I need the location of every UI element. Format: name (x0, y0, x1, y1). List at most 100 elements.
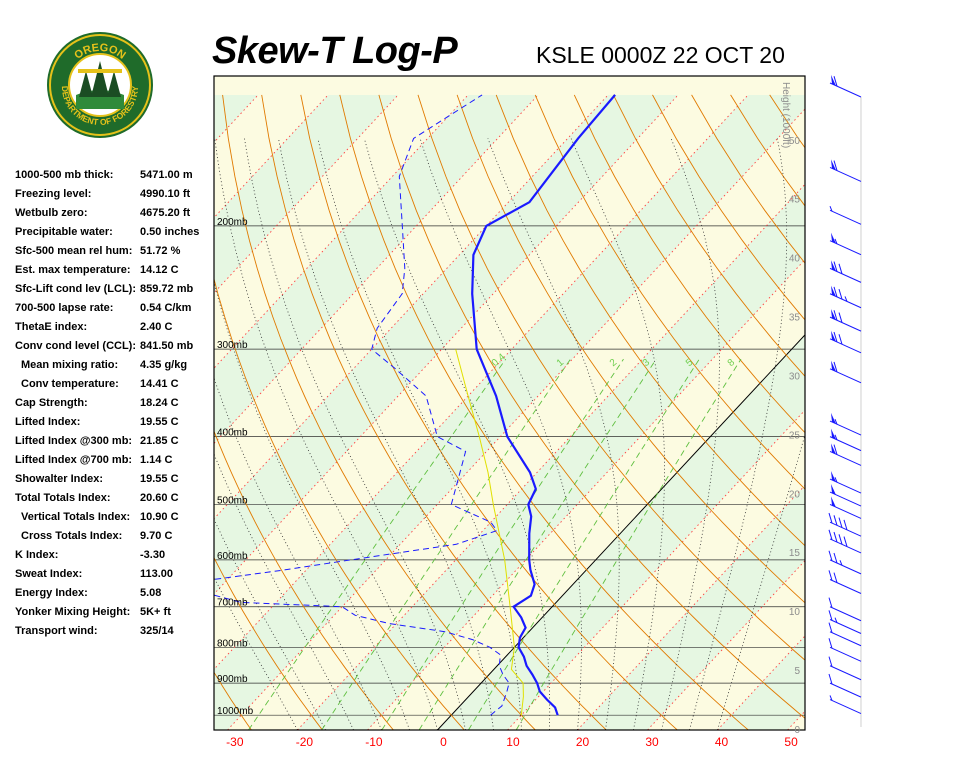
pressure-label: 400mb (217, 428, 248, 439)
index-label: K Index: (15, 549, 59, 561)
index-value: 4.35 g/kg (140, 359, 188, 371)
index-row: Lifted Index @300 mb: 21.85 C (15, 435, 215, 454)
wind-barb (828, 570, 862, 594)
index-label: Lifted Index: (15, 416, 81, 428)
logo-text-top: OREGON (72, 42, 127, 62)
index-value: 18.24 C (140, 397, 179, 409)
index-value: 21.85 C (140, 435, 179, 447)
index-value: 5K+ ft (140, 606, 171, 618)
index-value: 1.14 C (140, 454, 173, 466)
dry-adiabat (222, 94, 536, 730)
index-row: Lifted Index @700 mb: 1.14 C (15, 454, 215, 473)
mixing-ratio-label: 2 (608, 357, 620, 369)
mixing-ratio-label: 3 (641, 357, 653, 369)
index-label: Lifted Index @700 mb: (15, 454, 133, 466)
wind-barb (829, 232, 862, 256)
pressure-label: 500mb (217, 495, 248, 506)
x-tick-label: -30 (226, 735, 244, 749)
height-tick-label: 40 (789, 254, 801, 265)
index-row: Conv temperature: 14.41 C (15, 378, 215, 397)
index-label: Cap Strength: (15, 397, 88, 409)
wind-barb (829, 159, 862, 182)
height-tick-label: 35 (789, 313, 801, 324)
moist-adiabat (214, 453, 354, 730)
dry-adiabat (24, 95, 181, 730)
x-tick-label: -10 (365, 735, 383, 749)
isotherm-line (787, 710, 805, 730)
index-value: 19.55 C (140, 416, 179, 428)
wind-barb (829, 206, 862, 225)
index-row: Energy Index: 5.08 (15, 587, 215, 606)
index-label: 1000-500 mb thick: (15, 169, 114, 181)
pressure-label: 700mb (217, 598, 248, 609)
index-value: 841.50 mb (140, 340, 194, 352)
index-label: Transport wind: (15, 625, 98, 637)
isotherm-line (367, 258, 805, 730)
wind-barb (828, 550, 862, 575)
index-label: Freezing level: (15, 188, 92, 200)
index-row: Freezing level: 4990.10 ft (15, 188, 215, 207)
index-value: 859.72 mb (140, 283, 194, 295)
index-value: 14.41 C (140, 378, 179, 390)
index-value: 5471.00 m (140, 169, 193, 181)
oregon-forestry-logo: OREGON DEPARTMENT OF FORESTRY (47, 32, 153, 138)
index-row: Vertical Totals Index: 10.90 C (15, 511, 215, 530)
height-tick-label: 10 (789, 607, 801, 618)
mixing-ratio-label: 5 (684, 357, 696, 369)
index-label: Energy Index: (15, 587, 88, 599)
index-label: Wetbulb zero: (15, 207, 88, 219)
index-row: 700-500 lapse rate: 0.54 C/km (15, 302, 215, 321)
mixing-ratio-label: 1 (555, 357, 567, 369)
dry-adiabat (612, 94, 805, 377)
index-label: Vertical Totals Index: (21, 511, 131, 523)
pressure-label: 1000mb (217, 706, 254, 717)
x-tick-label: -20 (296, 735, 314, 749)
index-label: Sweat Index: (15, 568, 83, 580)
index-row: Wetbulb zero: 4675.20 ft (15, 207, 215, 226)
index-value: -3.30 (140, 549, 166, 561)
wind-barb (829, 260, 862, 283)
pressure-label: 300mb (217, 340, 248, 351)
wind-barb (828, 622, 862, 647)
index-label: 700-500 lapse rate: (15, 302, 114, 314)
index-label: Lifted Index @300 mb: (15, 435, 133, 447)
index-row: Total Totals Index: 20.60 C (15, 492, 215, 511)
wind-barb (828, 673, 862, 698)
mixing-ratio-line (321, 358, 571, 730)
index-row: Showalter Index: 19.55 C (15, 473, 215, 492)
index-value: 14.12 C (140, 264, 179, 276)
wind-barb (829, 428, 862, 452)
dry-adiabat (378, 94, 805, 719)
isotherm-line (858, 95, 960, 730)
dry-adiabat (887, 95, 960, 730)
index-label: Conv temperature: (21, 378, 119, 390)
index-label: Conv cond level (CCL): (15, 340, 137, 352)
height-tick-label: 20 (789, 489, 801, 500)
index-row: Yonker Mixing Height: 5K+ ft (15, 606, 215, 625)
wind-barb (829, 360, 862, 384)
height-axis-label: Height (1000ft) (780, 82, 791, 148)
wind-barb (828, 512, 862, 537)
mixing-ratio-line (515, 358, 742, 730)
index-label: Precipitable water: (15, 226, 113, 238)
index-row: Sfc-500 mean rel hum: 51.72 % (15, 245, 215, 264)
wind-barb (829, 309, 862, 332)
isotherm-line (297, 183, 805, 730)
index-row: Est. max temperature: 14.12 C (15, 264, 215, 283)
x-tick-label: 40 (715, 735, 729, 749)
dry-adiabat (261, 94, 607, 730)
index-row: Cross Totals Index: 9.70 C (15, 530, 215, 549)
isotherm-line (647, 559, 805, 730)
index-row: K Index: -3.30 (15, 549, 215, 568)
index-row: Sfc-Lift cond lev (LCL): 859.72 mb (15, 283, 215, 302)
wind-barb (829, 695, 862, 715)
isotherm-line (507, 409, 805, 730)
index-row: Lifted Index: 19.55 C (15, 416, 215, 435)
index-row: Sweat Index: 113.00 (15, 568, 215, 587)
height-tick-label: 50 (789, 136, 801, 147)
height-tick-label: 45 (789, 195, 801, 206)
wind-barb (829, 330, 862, 354)
wind-barb (829, 443, 862, 466)
pressure-label: 800mb (217, 638, 248, 649)
index-value: 0.50 inches (140, 226, 200, 238)
